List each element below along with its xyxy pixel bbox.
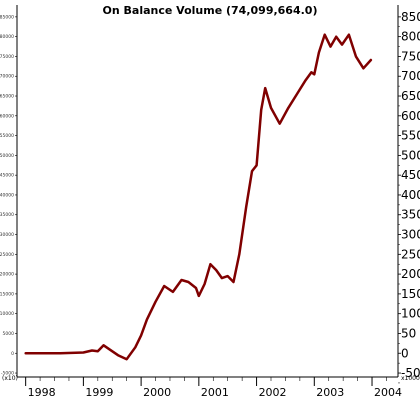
left-tick-label: 50000 [0,153,14,159]
right-tick-label: 550 [401,129,420,143]
right-tick-label: 100 [401,307,420,321]
x-tick-label: 2003 [316,386,344,399]
right-tick-label: 300 [401,228,420,242]
left-tick-label: 75000 [0,54,14,60]
left-tick-label: 10000 [0,311,14,317]
right-tick-label: 600 [401,109,420,123]
left-tick-label: 15000 [0,291,14,297]
left-tick-label: 35000 [0,212,14,218]
left-tick-label: 45000 [0,173,14,179]
bottom-left-label: (x10) [2,375,18,382]
right-tick-label: 800 [401,30,420,44]
y-unit-label: x10000 [401,375,420,382]
left-tick-label: 20000 [0,272,14,278]
right-tick-label: 700 [401,69,420,83]
right-tick-label: 150 [401,287,420,301]
right-tick-labels: 8508007507006506005505004504003503002502… [398,10,420,384]
left-tick-label: 0 [11,351,14,357]
left-tick-label: 60000 [0,113,14,119]
right-tick-label: 500 [401,148,420,162]
right-tick-label: 450 [401,168,420,182]
left-tick-label: 5000 [3,331,15,337]
right-tick-label: 50 [401,326,416,340]
x-tick-label: 2004 [374,386,402,399]
left-tick-label: 30000 [0,232,14,238]
left-tick-label: 85000 [0,14,14,20]
x-tick-labels: 1998 1999 2000 2001 2002 2003 2004 [25,377,402,399]
right-tick-label: 400 [401,188,420,202]
left-tick-labels: 8500080000750007000065000600005500050000… [0,14,17,377]
right-tick-label: 350 [401,208,420,222]
right-tick-label: 850 [401,10,420,24]
right-tick-label: 650 [401,89,420,103]
left-tick-label: 55000 [0,133,14,139]
x-tick-label: 1999 [85,386,113,399]
x-tick-label: 1998 [28,386,56,399]
right-tick-label: 750 [401,49,420,63]
right-tick-label: -50 [401,366,420,380]
left-tick-label: 70000 [0,74,14,80]
x-tick-label: 2002 [259,386,287,399]
left-tick-label: 80000 [0,34,14,40]
obv-line [24,33,373,361]
left-tick-label: 65000 [0,94,14,100]
right-tick-label: 0 [401,346,409,360]
left-tick-label: 25000 [0,252,14,258]
right-tick-label: 250 [401,247,420,261]
x-tick-label: 2001 [201,386,229,399]
left-tick-label: 40000 [0,192,14,198]
chart-title: On Balance Volume (74,099,664.0) [103,4,318,17]
series-group [24,33,373,361]
right-tick-label: 200 [401,267,420,281]
x-tick-label: 2000 [143,386,171,399]
chart-axes [16,5,399,378]
left-tick-label: -5000 [1,371,14,377]
